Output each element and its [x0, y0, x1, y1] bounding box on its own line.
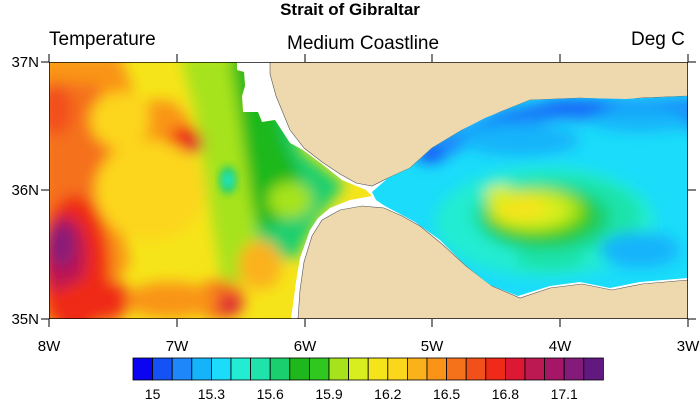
labelbar-box: [308, 357, 330, 381]
labelbar-label: 17.1: [550, 386, 578, 402]
labelbar-box: [171, 357, 193, 381]
labelbar-label: 15.3: [197, 386, 226, 402]
lon-label-4w: 4W: [548, 338, 572, 355]
labelbar-box: [191, 357, 212, 381]
lon-label-5w: 5W: [420, 338, 444, 355]
labelbar-box: [230, 357, 252, 381]
lon-label-8w: 8W: [37, 338, 61, 355]
labelbar-box: [583, 357, 604, 381]
labelbar: [132, 357, 604, 381]
lat-label-37n: 37N: [11, 54, 39, 71]
mediterranean-temperature-field: [372, 96, 688, 296]
labelbar-box: [250, 357, 271, 381]
labelbar-box: [152, 357, 173, 381]
labelbar-box: [210, 357, 232, 381]
center-string: Medium Coastline: [287, 33, 440, 54]
labelbar-box: [544, 357, 565, 381]
labelbar-box: [367, 357, 389, 381]
labelbar-label: 15: [144, 386, 161, 402]
labelbar-box: [348, 357, 369, 381]
labelbar-box: [524, 357, 546, 381]
labelbar-box: [132, 357, 154, 381]
labelbar-box: [485, 357, 506, 381]
labelbar-label: 15.6: [256, 386, 284, 402]
labelbar-box: [504, 357, 526, 381]
labelbar-label: 16.5: [432, 386, 461, 402]
labelbar-label: 16.2: [374, 386, 402, 402]
labelbar-box: [406, 357, 428, 381]
labelbar-box: [289, 357, 310, 381]
land-africa: [297, 205, 688, 319]
lat-label-36n: 36N: [11, 182, 39, 199]
labelbar-label: 15.9: [315, 386, 343, 402]
labelbar-label: 16.8: [491, 386, 520, 402]
lat-label-35n: 35N: [11, 311, 39, 328]
labelbar-box: [446, 357, 467, 381]
lon-label-7w: 7W: [165, 338, 189, 355]
labelbar-box: [387, 357, 408, 381]
plot-title: Strait of Gibraltar: [280, 0, 420, 19]
labelbar-box: [465, 357, 487, 381]
labelbar-box: [328, 357, 350, 381]
axis-ticks: [41, 54, 696, 327]
right-string: Deg C: [631, 29, 685, 50]
labelbar-box: [563, 357, 585, 381]
lon-label-6w: 6W: [293, 338, 317, 355]
labelbar-box: [426, 357, 448, 381]
labelbar-box: [269, 357, 291, 381]
lon-label-3w: 3W: [676, 338, 700, 355]
left-string: Temperature: [49, 29, 156, 50]
